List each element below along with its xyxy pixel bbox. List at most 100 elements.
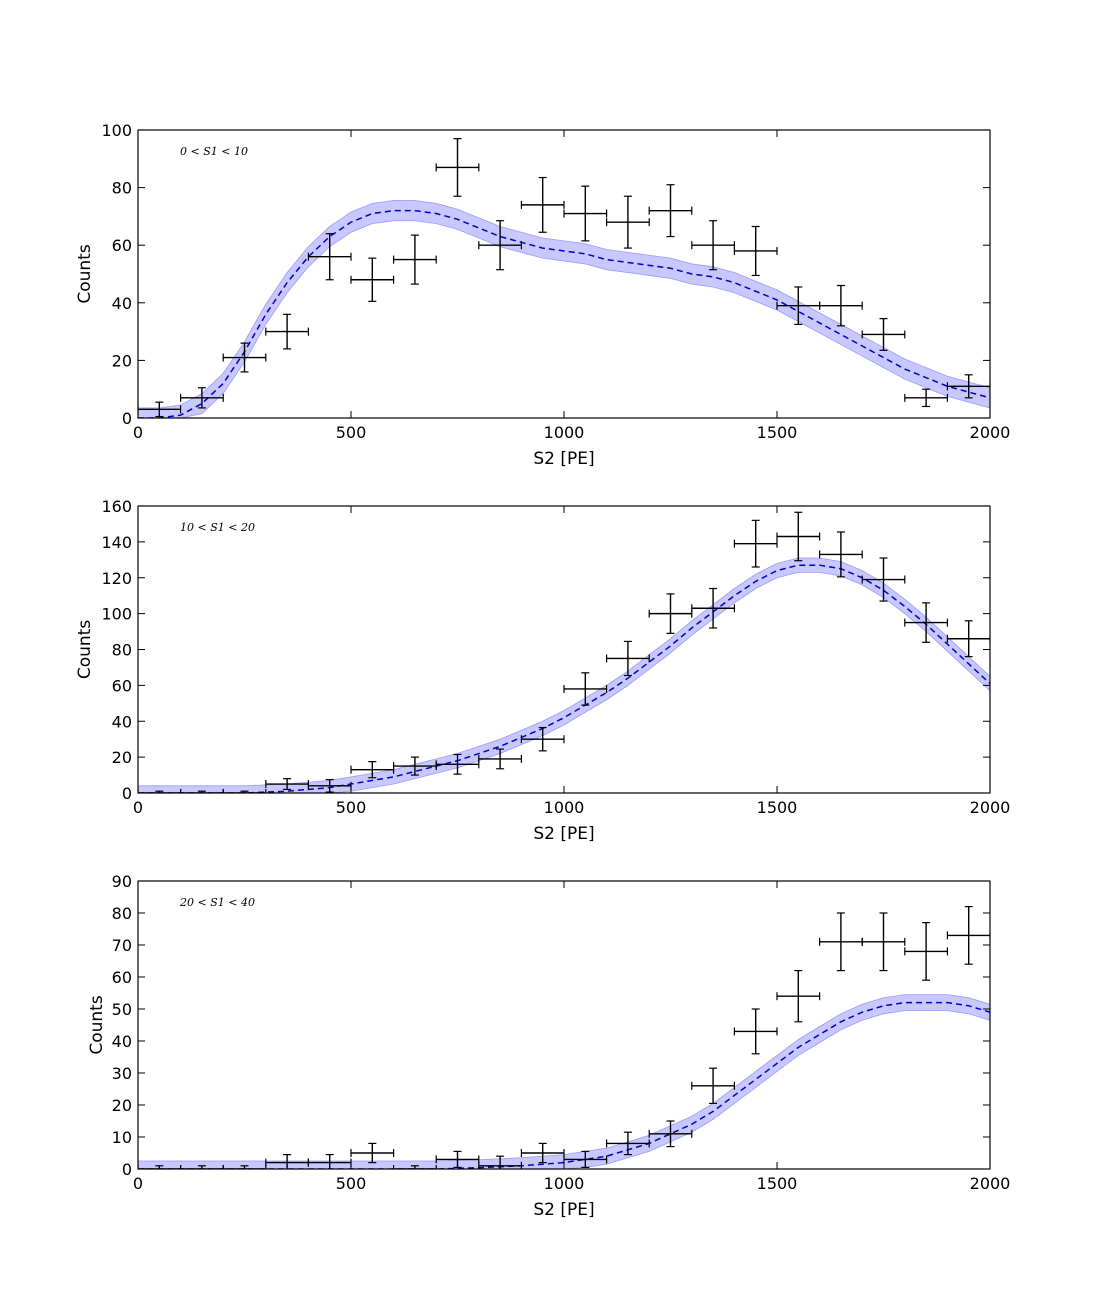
x-tick-label: 0 [133, 423, 143, 442]
model-line [138, 564, 990, 793]
y-tick-label: 70 [112, 936, 132, 955]
y-tick-label: 0 [122, 409, 132, 428]
y-tick-label: 160 [101, 497, 132, 516]
model-line [138, 209, 990, 418]
data-point [691, 587, 736, 629]
data-point [435, 1150, 480, 1169]
data-point [520, 176, 565, 233]
data-point [478, 220, 523, 271]
x-tick-label: 1000 [544, 1174, 585, 1193]
data-point [691, 220, 736, 271]
y-tick-label: 40 [112, 1032, 132, 1051]
data-point [818, 531, 863, 578]
y-tick-label: 0 [122, 784, 132, 803]
data-point [350, 761, 395, 779]
data-point [393, 234, 437, 285]
data-point [776, 511, 821, 562]
model-uncertainty-band [138, 994, 990, 1169]
y-tick-label: 60 [112, 968, 132, 987]
data-point [904, 388, 949, 408]
y-tick-label: 140 [101, 533, 132, 552]
data-point [648, 1120, 693, 1148]
chart-panel-2: 0 500 1000 1500 2000 0 20 40 60 80 100 120 140 160 S2 … [75, 497, 1010, 844]
x-tick-label: 1500 [757, 1174, 798, 1193]
data-point [180, 387, 224, 409]
x-tick-label: 0 [133, 1174, 143, 1193]
data-point [138, 401, 182, 418]
x-axis-label: S2 [PE] [533, 1200, 594, 1220]
y-tick-label: 100 [101, 605, 132, 624]
y-tick-label: 0 [122, 1160, 132, 1179]
data-point [904, 602, 949, 643]
y-tick-label: 80 [112, 904, 132, 923]
data-point [946, 620, 990, 658]
y-tick-label: 20 [112, 351, 132, 370]
data-point [307, 778, 352, 793]
x-tick-label: 1000 [544, 423, 585, 442]
x-tick-label: 2000 [970, 798, 1011, 817]
data-point [818, 284, 863, 327]
x-axis-label: S2 [PE] [533, 824, 594, 844]
data-point [435, 138, 480, 197]
x-tick-label: 500 [336, 1174, 367, 1193]
data-point [861, 912, 906, 972]
y-tick-label: 40 [112, 294, 132, 313]
y-tick-label: 30 [112, 1064, 132, 1083]
model-uncertainty-band [138, 557, 990, 793]
data-point [861, 557, 906, 602]
chart-panel-3: 0 500 1000 1500 2000 0 10 20 30 40 50 60 70 80 90 S2 [P… [87, 872, 1010, 1220]
x-tick-label: 0 [133, 798, 143, 817]
x-tick-label: 2000 [970, 423, 1011, 442]
data-point [307, 233, 352, 281]
y-axis-label: Counts [75, 620, 95, 679]
data-point [733, 519, 778, 568]
panel-annotation: 20 < S1 < 40 [179, 896, 255, 909]
x-tick-label: 1500 [757, 798, 798, 817]
chart-panel-1: 0 500 1000 1500 2000 0 20 40 60 80 100 S2 [PE] Count… [75, 121, 1010, 469]
y-tick-label: 20 [112, 1096, 132, 1115]
plot-area [138, 138, 990, 418]
data-point [350, 1142, 395, 1164]
y-tick-label: 80 [112, 179, 132, 198]
data-point [393, 1165, 437, 1169]
x-tick-label: 500 [336, 798, 367, 817]
data-point [350, 257, 395, 302]
x-tick-label: 2000 [970, 1174, 1011, 1193]
y-tick-label: 50 [112, 1000, 132, 1019]
data-point [733, 1008, 778, 1055]
data-point [776, 969, 821, 1023]
panel-annotation: 10 < S1 < 20 [180, 521, 255, 534]
x-tick-label: 1500 [757, 423, 798, 442]
y-tick-label: 80 [112, 641, 132, 660]
data-point [605, 195, 650, 249]
data-point [648, 593, 693, 634]
data-point [478, 748, 523, 770]
data-point [265, 313, 309, 350]
y-tick-label: 20 [112, 748, 132, 767]
y-tick-label: 60 [112, 676, 132, 695]
x-tick-label: 500 [336, 423, 367, 442]
x-axis-label: S2 [PE] [533, 449, 594, 469]
data-point [563, 185, 608, 242]
y-tick-label: 40 [112, 712, 132, 731]
data-point [393, 756, 437, 776]
y-tick-label: 10 [112, 1128, 132, 1147]
data-point [691, 1067, 736, 1105]
plot-area [138, 511, 990, 793]
data-point [435, 753, 480, 775]
data-point [520, 726, 565, 752]
data-point [861, 318, 906, 351]
y-tick-label: 100 [101, 121, 132, 140]
data-point [904, 921, 949, 981]
data-point [563, 672, 608, 706]
data-point [946, 905, 990, 965]
data-point [520, 1142, 565, 1164]
model-uncertainty-band [138, 200, 990, 418]
data-point [733, 225, 778, 277]
data-point [605, 640, 650, 677]
plot-area [138, 905, 990, 1169]
x-tick-label: 1000 [544, 798, 585, 817]
panel-annotation: 0 < S1 < 10 [180, 145, 248, 158]
